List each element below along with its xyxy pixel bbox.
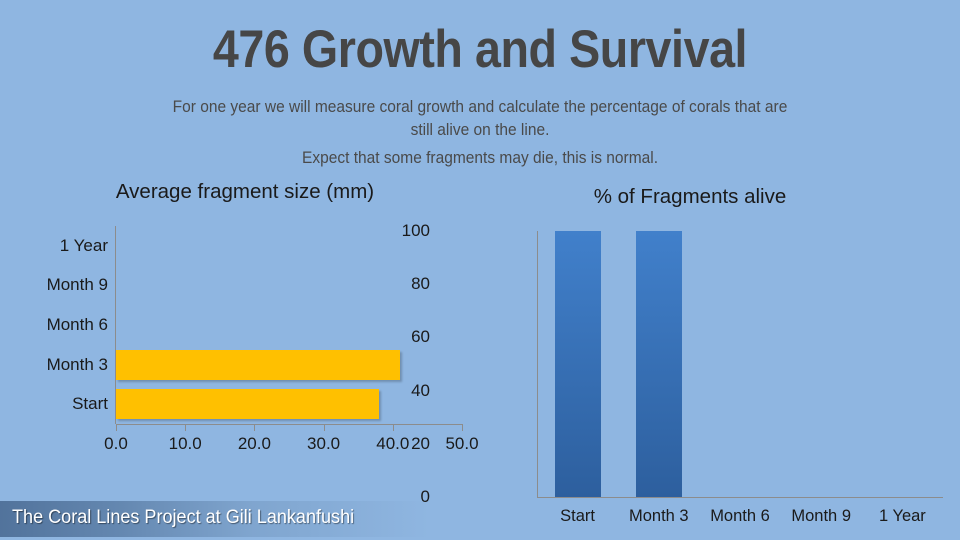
chart-left-x-tick-label: 10.0: [168, 434, 202, 453]
chart-left-title: Average fragment size (mm): [115, 180, 375, 203]
chart-left-x-tick: [185, 425, 187, 431]
chart-left-x-tick: [254, 425, 256, 431]
chart-right-y-tick-label: 80: [411, 274, 430, 294]
watermark-band: [0, 501, 430, 537]
chart-left-bar: [116, 389, 379, 420]
chart-left-bar: [116, 349, 400, 380]
chart-left-category-label: Month 6: [46, 315, 108, 334]
chart-right-bar: [554, 231, 601, 497]
slide-subtitle: For one year we will measure coral growt…: [170, 96, 790, 170]
chart-right-y-tick-label: 100: [401, 221, 430, 240]
chart-right-category-label: Month 3: [628, 507, 689, 525]
chart-left-x-tick-label: 50.0: [445, 434, 479, 453]
chart-left-category-label: Start: [72, 394, 108, 414]
chart-average-fragment-size: Average fragment size (mm) 0.0 10.0 20.0 30…: [0, 178, 490, 478]
chart-right-y-tick-label: 0: [420, 487, 430, 506]
chart-right-bar: [635, 231, 682, 497]
chart-right-title: % of Fragments alive: [593, 185, 787, 208]
chart-right-category-label: Month 6: [710, 507, 770, 525]
chart-right-category-label: Start: [560, 507, 596, 525]
chart-left-x-tick: [392, 425, 394, 431]
chart-right-x-axis: [537, 497, 943, 498]
chart-left-category-label: Month 9: [46, 275, 108, 295]
chart-left-x-tick-label: 30.0: [307, 434, 341, 453]
chart-left-category-label: 1 Year: [59, 235, 108, 255]
chart-left-y-axis: [115, 226, 116, 424]
chart-right-y-tick-label: 60: [411, 327, 430, 347]
chart-percent-fragments-alive: % of Fragments alive: [470, 185, 960, 540]
chart-left-category-label: Month 3: [46, 354, 108, 374]
chart-left-x-tick-label: 0.0: [104, 434, 128, 453]
chart-left-x-tick: [323, 425, 325, 431]
chart-right-y-tick-label: 20: [411, 433, 430, 453]
chart-left-x-tick: [462, 425, 463, 431]
chart-left-x-tick-label: 20.0: [237, 434, 271, 453]
chart-right-category-label: Month 9: [791, 507, 851, 525]
chart-right-y-axis: [537, 231, 538, 498]
subtitle-line-1: For one year we will measure coral growt…: [172, 98, 788, 140]
chart-left-x-axis: [116, 424, 463, 425]
chart-right-category-label: 1 Year: [878, 507, 926, 525]
chart-left-x-tick-label: 40.0: [376, 434, 410, 453]
chart-left-x-tick: [116, 425, 117, 431]
watermark-label: The Coral Lines Project at Gili Lankanfu…: [12, 507, 355, 528]
subtitle-line-2: Expect that some fragments may die, this…: [301, 148, 659, 167]
page-title: 476 Growth and Survival: [212, 20, 748, 79]
chart-right-y-tick-label: 40: [411, 380, 430, 400]
